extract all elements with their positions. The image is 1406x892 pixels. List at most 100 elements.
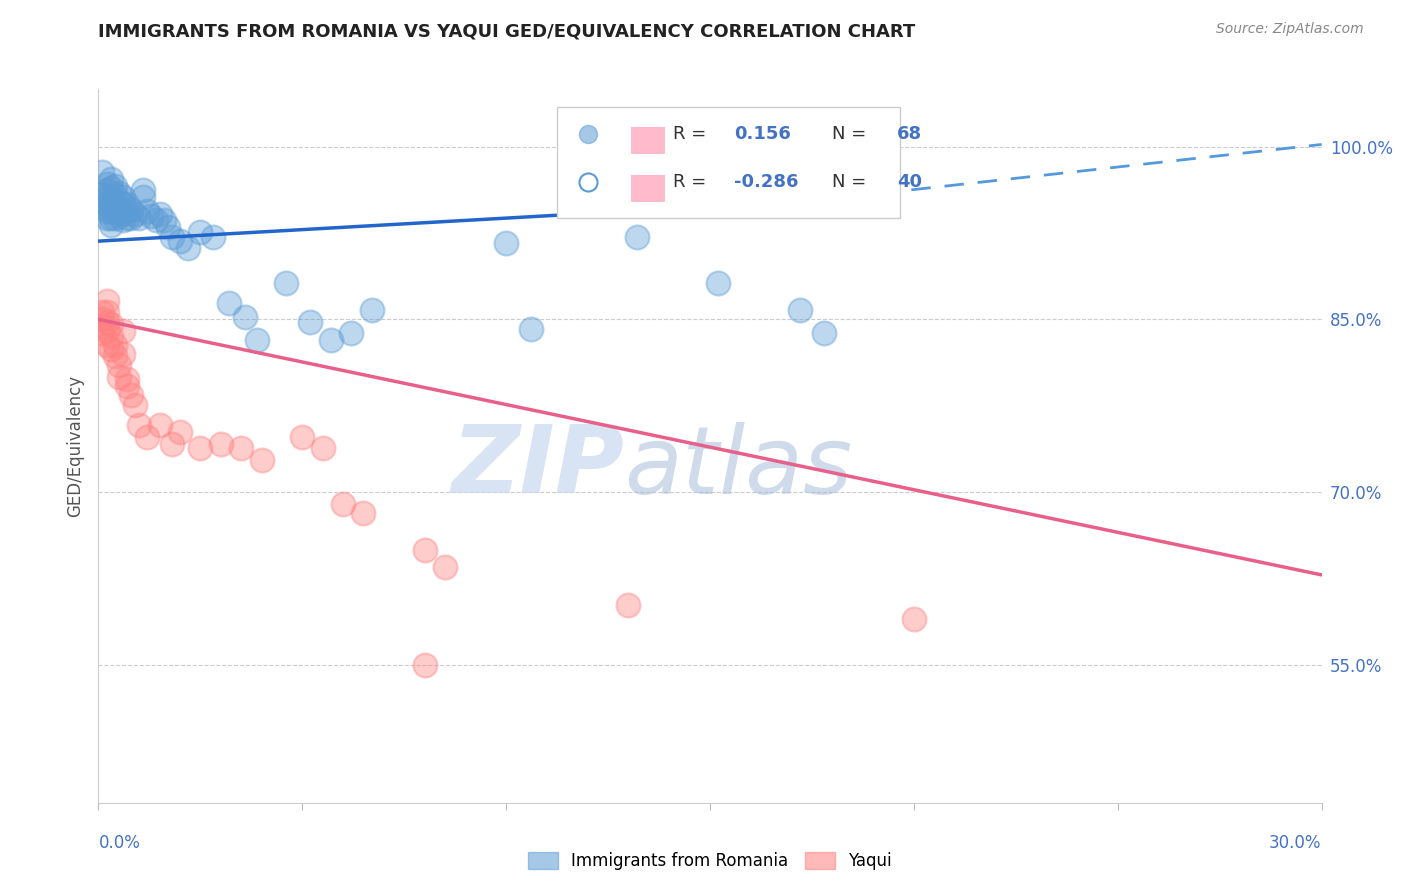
Text: 0.156: 0.156 — [734, 125, 792, 143]
Point — [100, 190, 122, 204]
Point — [111, 347, 134, 361]
Point — [218, 296, 240, 310]
Point — [124, 206, 146, 220]
Point — [100, 317, 122, 331]
Point — [104, 188, 127, 202]
Point — [104, 197, 127, 211]
Point — [145, 213, 167, 227]
Point — [124, 398, 146, 412]
Point — [169, 234, 191, 248]
Point — [169, 425, 191, 440]
Point — [96, 190, 118, 204]
Point — [115, 204, 138, 219]
Point — [91, 319, 114, 334]
Point — [96, 315, 118, 329]
Point — [111, 197, 134, 211]
Point — [91, 312, 114, 326]
Text: Source: ZipAtlas.com: Source: ZipAtlas.com — [1216, 22, 1364, 37]
Point — [434, 559, 457, 574]
Point — [96, 305, 118, 319]
Point — [413, 542, 436, 557]
Text: 40: 40 — [897, 173, 922, 191]
Point — [115, 197, 138, 211]
Point — [115, 211, 138, 226]
Text: atlas: atlas — [624, 422, 852, 513]
Text: 68: 68 — [897, 125, 922, 143]
Point — [111, 213, 134, 227]
Point — [291, 430, 314, 444]
Point — [91, 326, 114, 341]
Point — [360, 303, 382, 318]
Point — [96, 197, 118, 211]
Text: -0.286: -0.286 — [734, 173, 799, 191]
Point — [136, 430, 159, 444]
Point — [104, 349, 127, 363]
FancyBboxPatch shape — [557, 107, 900, 218]
Text: ZIP: ZIP — [451, 421, 624, 514]
Point — [340, 326, 363, 341]
Point — [104, 178, 127, 193]
Text: R =: R = — [673, 173, 707, 191]
Text: R =: R = — [673, 125, 707, 143]
Point — [312, 442, 335, 456]
Point — [120, 211, 142, 226]
Point — [100, 343, 122, 357]
Point — [141, 209, 163, 223]
Point — [789, 303, 811, 318]
Point — [111, 190, 134, 204]
Bar — [630, 127, 665, 154]
Point — [177, 241, 200, 255]
Point — [149, 418, 172, 433]
Bar — [630, 175, 665, 202]
Point — [108, 186, 131, 200]
Point — [108, 194, 131, 209]
Point — [413, 657, 436, 672]
Point — [111, 206, 134, 220]
Point — [104, 337, 127, 351]
Point — [128, 418, 150, 433]
Point — [100, 204, 122, 219]
Point — [91, 305, 114, 319]
Point — [246, 333, 269, 347]
Point — [96, 177, 118, 191]
Text: 0.0%: 0.0% — [98, 834, 141, 852]
Point — [108, 370, 131, 384]
Point — [100, 197, 122, 211]
Text: N =: N = — [832, 125, 866, 143]
Point — [108, 359, 131, 373]
Point — [903, 612, 925, 626]
Point — [274, 276, 297, 290]
Point — [626, 229, 648, 244]
Point — [250, 452, 273, 467]
Point — [100, 172, 122, 186]
Point — [108, 202, 131, 216]
Point — [120, 202, 142, 217]
Point — [96, 211, 118, 226]
Point — [519, 321, 541, 335]
Y-axis label: GED/Equivalency: GED/Equivalency — [66, 375, 84, 517]
Point — [188, 442, 212, 456]
Point — [91, 165, 114, 179]
Point — [299, 315, 322, 329]
Point — [201, 229, 224, 244]
Point — [100, 181, 122, 195]
Text: 30.0%: 30.0% — [1270, 834, 1322, 852]
Point — [132, 190, 155, 204]
Point — [96, 337, 118, 351]
Text: N =: N = — [832, 173, 866, 191]
Point — [332, 497, 354, 511]
Text: IMMIGRANTS FROM ROMANIA VS YAQUI GED/EQUIVALENCY CORRELATION CHART: IMMIGRANTS FROM ROMANIA VS YAQUI GED/EQU… — [98, 22, 915, 40]
Point — [156, 220, 179, 235]
Point — [707, 276, 730, 290]
Point — [617, 598, 640, 612]
Point — [96, 204, 118, 219]
Point — [132, 184, 155, 198]
Point — [115, 379, 138, 393]
Point — [160, 436, 183, 450]
Point — [120, 388, 142, 402]
Point — [100, 218, 122, 232]
Point — [104, 211, 127, 226]
Point — [96, 184, 118, 198]
Point — [231, 442, 253, 456]
Point — [152, 213, 174, 227]
